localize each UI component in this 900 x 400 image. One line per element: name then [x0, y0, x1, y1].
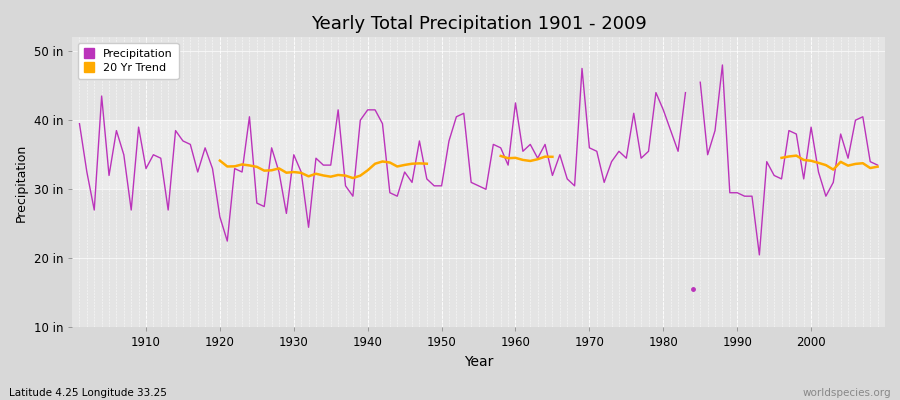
Legend: Precipitation, 20 Yr Trend: Precipitation, 20 Yr Trend: [77, 43, 178, 79]
Text: Latitude 4.25 Longitude 33.25: Latitude 4.25 Longitude 33.25: [9, 388, 166, 398]
X-axis label: Year: Year: [464, 355, 493, 369]
Bar: [72, 120, 885, 189]
Title: Yearly Total Precipitation 1901 - 2009: Yearly Total Precipitation 1901 - 2009: [310, 15, 646, 33]
Text: worldspecies.org: worldspecies.org: [803, 388, 891, 398]
Y-axis label: Precipitation: Precipitation: [15, 143, 28, 222]
